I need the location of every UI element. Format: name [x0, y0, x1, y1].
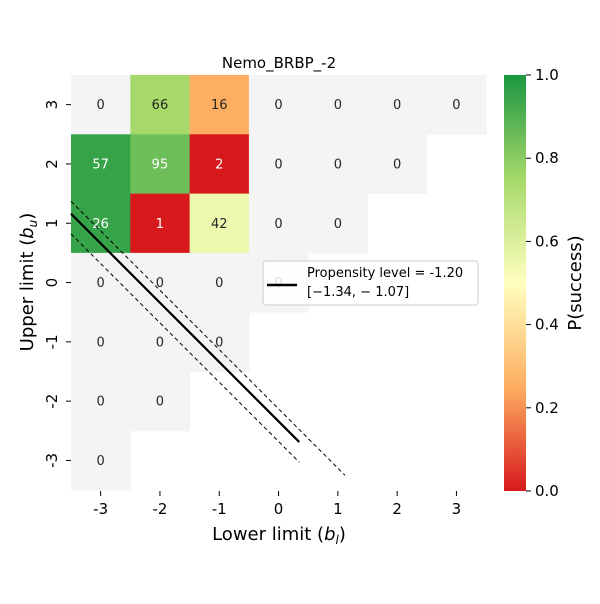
colorbar-tick-label: 0.0: [535, 482, 559, 500]
heatmap-cell: [426, 75, 487, 135]
heatmap-cell: [130, 193, 191, 254]
cell-label: 16: [211, 98, 228, 113]
cell-label: 0: [215, 276, 223, 291]
colorbar-tick-label: 0.8: [535, 149, 559, 167]
heatmap-cell: [189, 252, 250, 313]
cell-label: 0: [334, 98, 342, 113]
x-tick-label: -3: [93, 500, 108, 518]
y-axis-ticks: 3 2 1 0 -1 -2 -3: [43, 100, 71, 468]
colorbar: 0.0 0.2 0.4 0.6 0.8 1.0 P(success): [504, 66, 586, 500]
heatmap-cell: [189, 75, 250, 135]
colorbar-tick-label: 0.4: [535, 316, 559, 334]
x-tick-label: -2: [152, 500, 167, 518]
heatmap-cell: [248, 134, 309, 195]
legend-label-line2: [−1.34, − 1.07]: [307, 285, 409, 300]
cell-label: 0: [393, 98, 401, 113]
cell-label: 0: [156, 335, 164, 350]
x-tick-label: 1: [333, 500, 343, 518]
y-tick-label: 2: [43, 159, 61, 169]
x-tick-label: 3: [452, 500, 462, 518]
cell-label: 0: [334, 157, 342, 172]
cell-label: 42: [211, 217, 228, 232]
heatmap-cell: [71, 134, 131, 195]
cell-label: 0: [156, 276, 164, 291]
heatmap-cell: [308, 134, 368, 195]
propensity-line: [70, 212, 301, 443]
cell-label: 66: [152, 98, 169, 113]
legend-label-line1: Propensity level = -1.20: [307, 266, 463, 281]
x-axis-label: Lower limit (bl): [212, 524, 346, 547]
heatmap-cell: [130, 371, 191, 432]
colorbar-label: P(success): [565, 235, 586, 330]
x-axis-ticks: -3 -2 -1 0 1 2 3: [93, 491, 461, 518]
y-axis-label-var: b: [17, 227, 38, 238]
x-axis-label-main: Lower limit (: [212, 524, 324, 545]
heatmap-cell: [367, 134, 428, 195]
propensity-lines: [70, 200, 346, 476]
heatmap-cell: [248, 75, 309, 135]
y-tick-label: -3: [43, 453, 61, 468]
chart-title: Nemo_BRBP_-2: [222, 54, 336, 73]
cell-label: 1: [156, 217, 164, 232]
x-tick-label: 0: [274, 500, 284, 518]
cell-label: 0: [334, 217, 342, 232]
y-tick-label: -2: [43, 394, 61, 409]
heatmap-cell: [367, 75, 428, 135]
cell-label: 0: [393, 157, 401, 172]
propensity-ci-line: [70, 200, 346, 476]
heatmap-cell: [130, 75, 191, 135]
legend: Propensity level = -1.20 [−1.34, − 1.07]: [262, 260, 479, 306]
x-tick-label: 2: [392, 500, 402, 518]
y-axis-label-sub: u: [26, 219, 40, 227]
cell-label: 0: [97, 335, 105, 350]
cell-label: 57: [92, 157, 109, 172]
colorbar-tick-label: 0.2: [535, 399, 559, 417]
cell-label: 0: [274, 217, 282, 232]
y-tick-label: 1: [43, 218, 61, 228]
cell-label: 0: [215, 335, 223, 350]
cell-label: 0: [274, 157, 282, 172]
propensity-ci-line: [70, 233, 300, 463]
x-axis-label-sub: l: [336, 533, 340, 547]
colorbar-ticks: 0.0 0.2 0.4 0.6 0.8 1.0: [526, 66, 559, 500]
heatmap-cell: [248, 193, 309, 254]
colorbar-tick-label: 1.0: [535, 66, 559, 84]
cell-label: 26: [92, 217, 109, 232]
heatmap-cell: [71, 75, 131, 135]
y-axis-label-main: Upper limit (: [17, 239, 38, 352]
x-axis-label-close: ): [339, 524, 346, 545]
x-axis-label-var: b: [324, 524, 335, 545]
cell-label: 0: [97, 276, 105, 291]
heatmap-cell: [71, 371, 131, 432]
cell-label: 0: [97, 454, 105, 469]
colorbar-tick-label: 0.6: [535, 232, 559, 250]
heatmap-cell: [71, 430, 131, 491]
colorbar-gradient: [504, 75, 526, 491]
cell-label: 0: [156, 395, 164, 410]
cell-label: 95: [152, 157, 169, 172]
y-tick-label: 3: [43, 100, 61, 110]
heatmap-cell: [308, 75, 368, 135]
cell-label: 2: [215, 157, 223, 172]
cell-label: 0: [97, 98, 105, 113]
y-tick-label: 0: [43, 278, 61, 288]
heatmap-cell: [189, 193, 250, 254]
heatmap-cell: [130, 134, 191, 195]
cell-label: 0: [452, 98, 460, 113]
y-axis-label-close: ): [17, 213, 38, 220]
heatmap-cells: 0661600005795200026142000000000000: [71, 75, 487, 491]
heatmap-cell: [71, 312, 131, 372]
legend-box: [262, 260, 479, 306]
heatmap-cell: [189, 134, 250, 195]
x-tick-label: -1: [212, 500, 227, 518]
cell-label: 0: [97, 395, 105, 410]
y-tick-label: -1: [43, 334, 61, 349]
y-axis-label: Upper limit (bu): [17, 213, 40, 352]
cell-label: 0: [274, 98, 282, 113]
heatmap-cell: [308, 193, 368, 254]
